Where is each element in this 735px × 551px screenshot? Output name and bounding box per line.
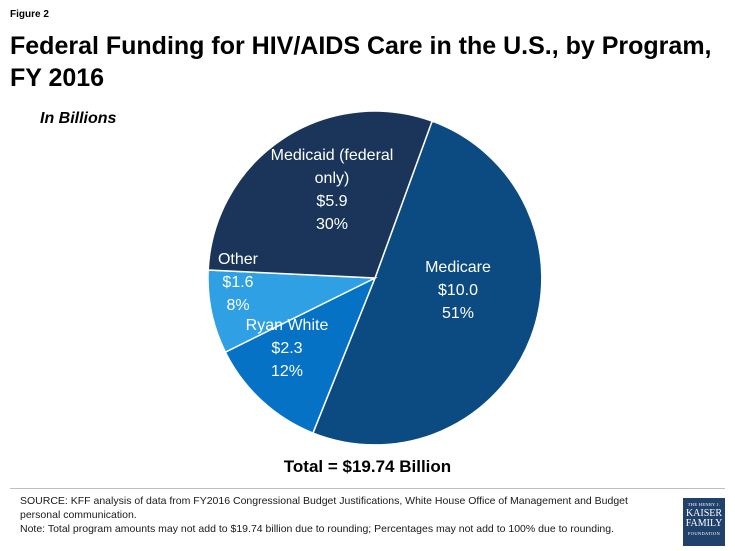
slice-name-medicaid-federal-only: only) (315, 170, 350, 187)
logo-line-2: KAISER (685, 508, 723, 519)
slice-label-ryan-white: Ryan White $2.3 12% (246, 317, 329, 380)
slice-percent-other: 8% (226, 297, 249, 314)
slice-value-other: $1.6 (222, 274, 253, 291)
slice-value-medicaid-federal-only: $5.9 (316, 193, 347, 210)
slice-percent-ryan-white: 12% (271, 363, 303, 380)
slice-percent-medicare: 51% (442, 305, 474, 322)
slice-value-medicare: $10.0 (438, 282, 478, 299)
slice-name-ryan-white: Ryan White (246, 317, 329, 334)
rounding-note: Note: Total program amounts may not add … (20, 523, 615, 535)
pie-slice-ryan-white (224, 276, 377, 435)
slice-name-other: Other (218, 251, 259, 268)
logo-line-3: FAMILY (685, 518, 723, 529)
footnotes: SOURCE: KFF analysis of data from FY2016… (20, 494, 660, 536)
footer-divider (10, 488, 725, 489)
logo-line-4: FOUNDATION (688, 531, 720, 536)
slice-name-medicaid-federal-only: Medicaid (federal (271, 147, 394, 164)
kff-logo: THE HENRY J. KAISER FAMILY FOUNDATION (683, 498, 725, 546)
footer: SOURCE: KFF analysis of data from FY2016… (0, 483, 735, 551)
slice-value-ryan-white: $2.3 (271, 340, 302, 357)
pie-slice-medicaid-federal-only (207, 110, 434, 279)
slice-label-medicare: Medicare $10.0 51% (425, 259, 491, 322)
total-label: Total = $19.74 Billion (283, 457, 452, 476)
pie-chart: Medicare $10.0 51% Ryan White $2.3 12% Other $1… (207, 110, 543, 446)
slice-percent-medicaid-federal-only: 30% (316, 216, 348, 233)
chart-subtitle: In Billions (40, 110, 117, 127)
source-note: SOURCE: KFF analysis of data from FY2016… (20, 495, 628, 521)
slice-label-other: Other $1.6 8% (218, 251, 259, 314)
logo-line-1: THE HENRY J. (687, 502, 721, 507)
figure-label: Figure 2 (10, 9, 49, 20)
chart-title: Federal Funding for HIV/AIDS Care in the… (10, 32, 712, 92)
pie-slice-medicare (311, 120, 543, 446)
slice-label-medicaid-federal-only: Medicaid (federal only) $5.9 30% (271, 147, 394, 233)
slice-name-medicare: Medicare (425, 259, 491, 276)
